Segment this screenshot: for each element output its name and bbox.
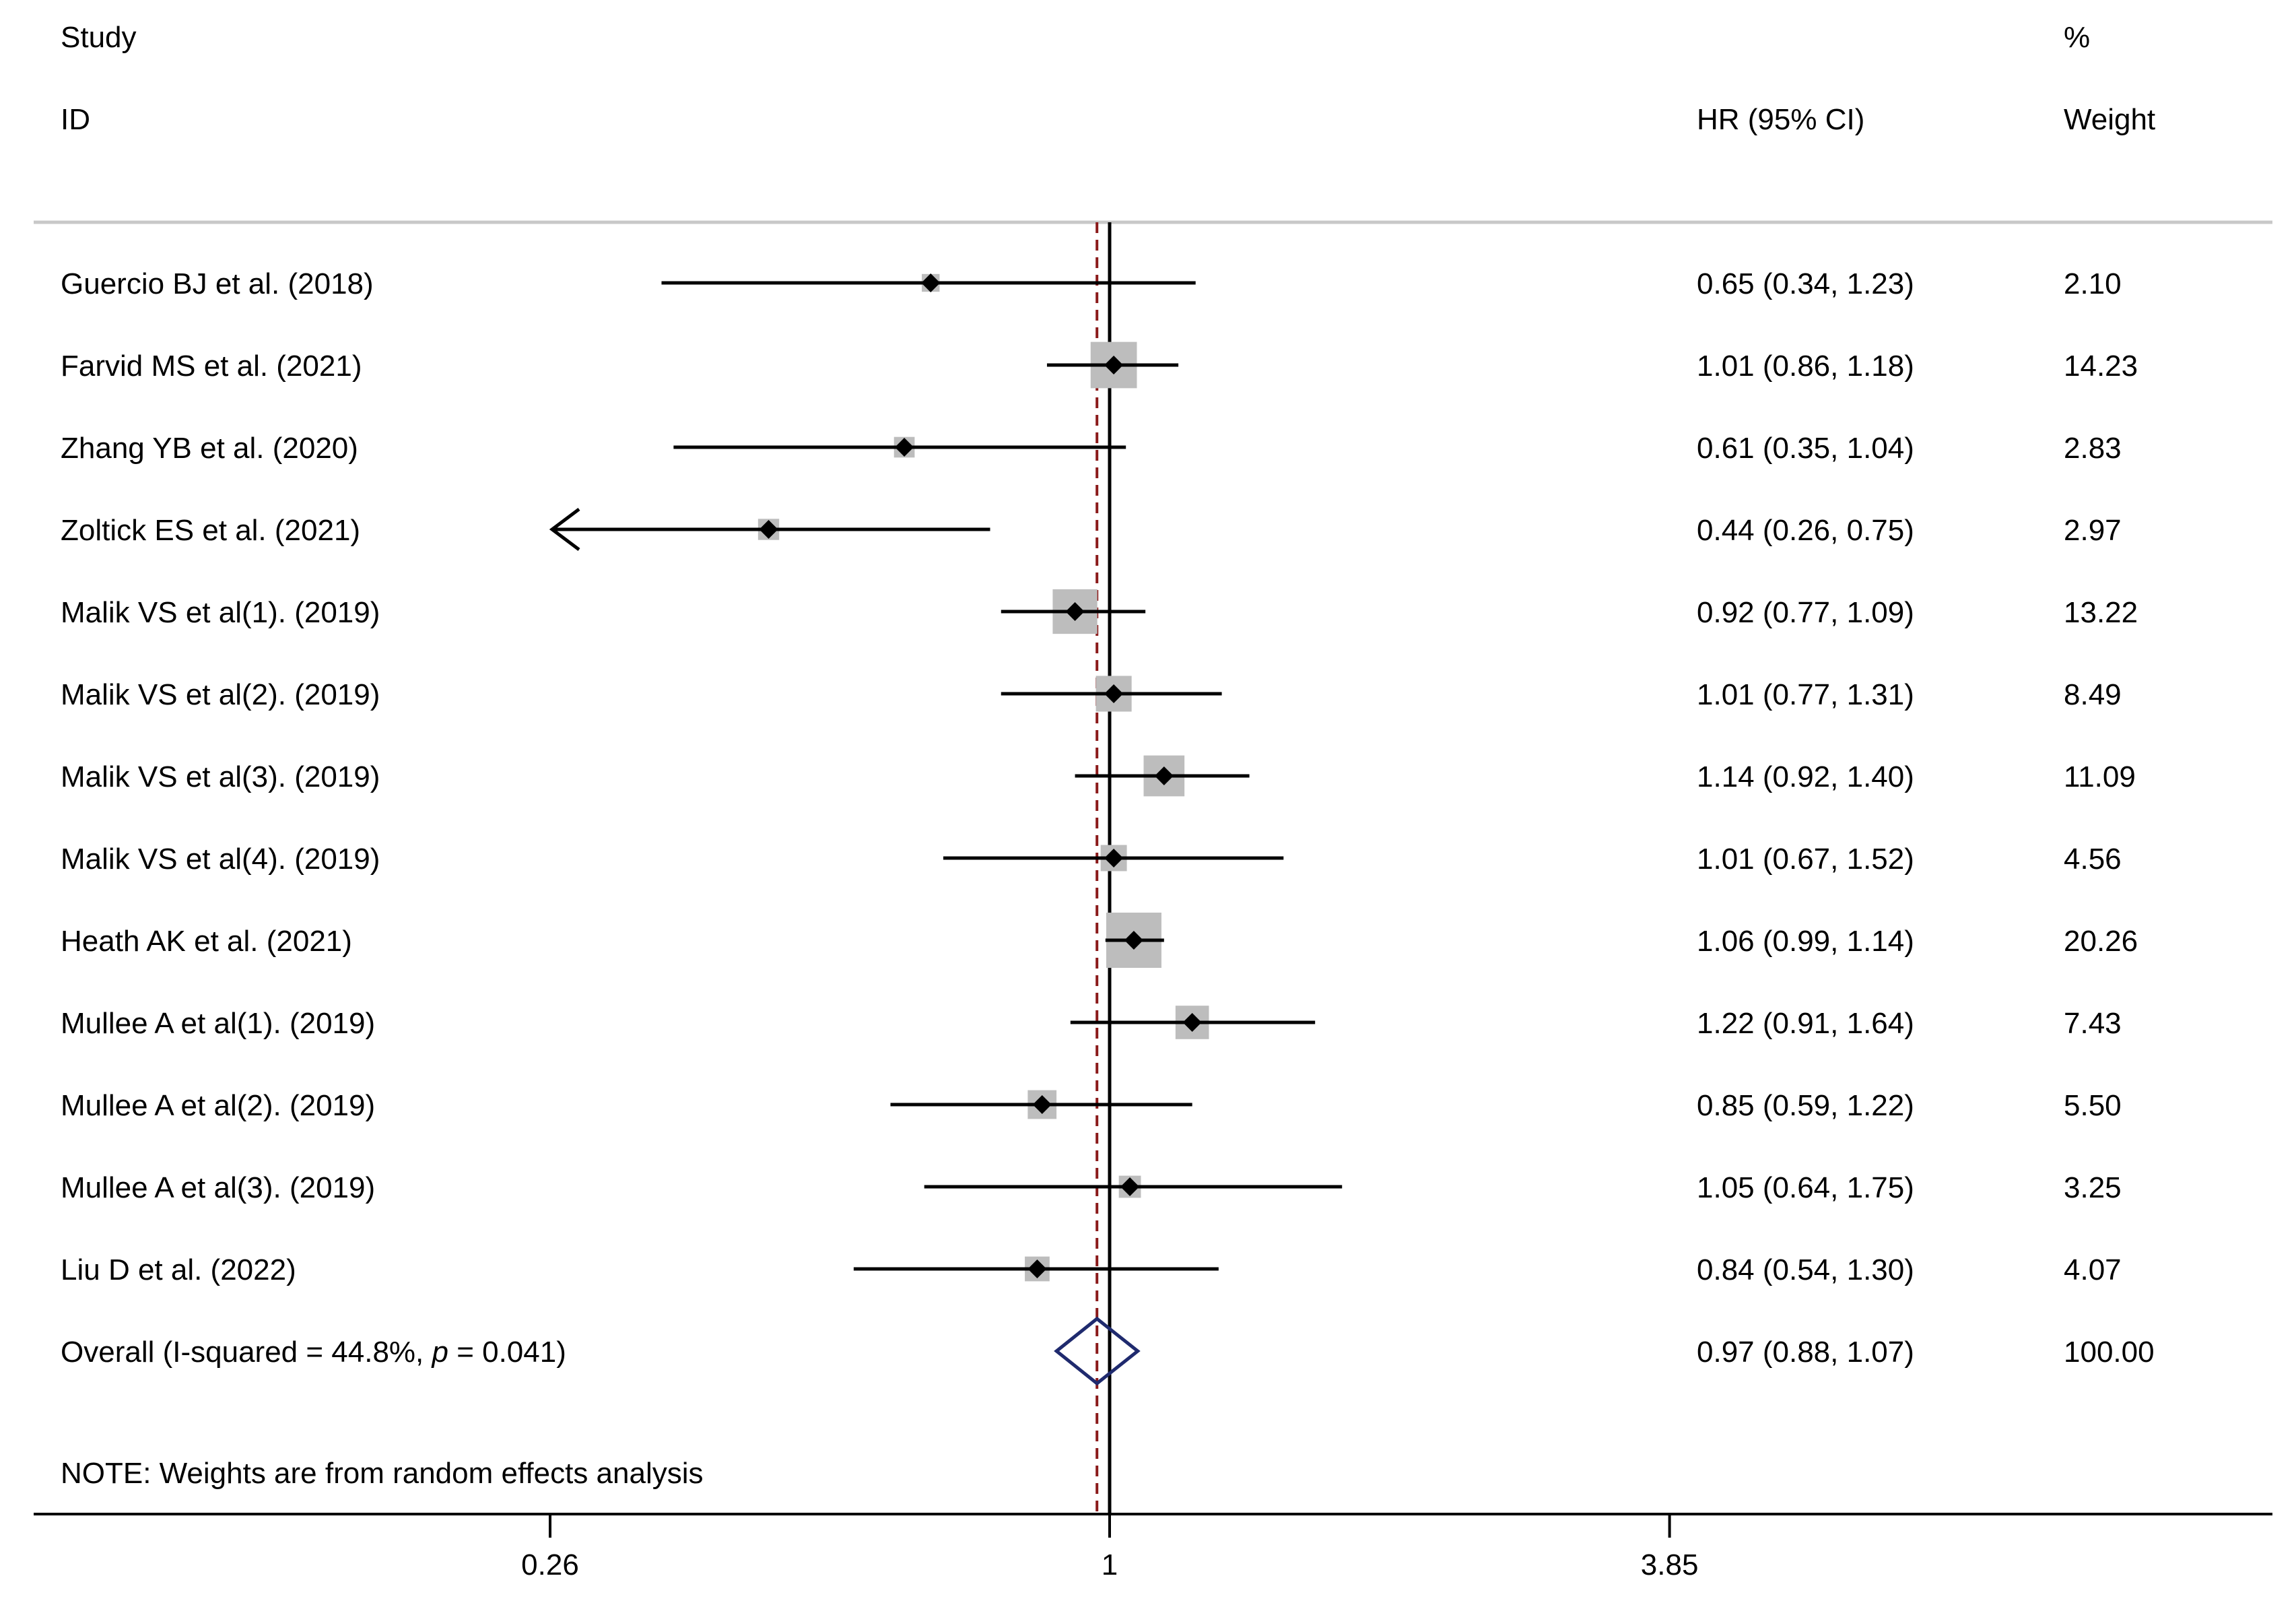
- overall-row: Overall (I-squared = 44.8%, p = 0.041) 0.…: [61, 1316, 2155, 1386]
- study-weight: 20.26: [2064, 925, 2138, 958]
- study-row: Malik VS et al(4). (2019) 1.01 (0.67, 1.5…: [61, 843, 2122, 876]
- point-estimate: [921, 273, 941, 292]
- study-weight: 4.56: [2064, 843, 2122, 876]
- x-tick-label: 1: [1102, 1548, 1118, 1581]
- study-row: Mullee A et al(3). (2019) 1.05 (0.64, 1.7…: [61, 1171, 2122, 1204]
- x-tick-label: 0.26: [521, 1548, 579, 1581]
- study-row: Liu D et al. (2022) 0.84 (0.54, 1.30) 4.07: [61, 1253, 2122, 1286]
- column-headers: Study ID HR (95% CI) % Weight: [61, 21, 2155, 136]
- study-effect: 1.05 (0.64, 1.75): [1697, 1171, 1914, 1204]
- percent-header: %: [2064, 21, 2090, 54]
- study-effect: 1.01 (0.67, 1.52): [1697, 843, 1914, 876]
- study-effect: 0.44 (0.26, 0.75): [1697, 514, 1914, 547]
- study-effect: 1.01 (0.86, 1.18): [1697, 350, 1914, 383]
- study-effect: 0.85 (0.59, 1.22): [1697, 1089, 1914, 1122]
- point-estimate: [1027, 1259, 1047, 1278]
- point-estimate: [759, 520, 778, 539]
- study-weight: 5.50: [2064, 1089, 2122, 1122]
- study-row: Malik VS et al(1). (2019) 0.92 (0.77, 1.0…: [61, 589, 2138, 634]
- study-row: Zoltick ES et al. (2021) 0.44 (0.26, 0.75…: [61, 508, 2122, 551]
- study-label: Guercio BJ et al. (2018): [61, 267, 374, 300]
- study-label: Heath AK et al. (2021): [61, 925, 352, 958]
- study-effect: 1.06 (0.99, 1.14): [1697, 925, 1914, 958]
- study-weight: 4.07: [2064, 1253, 2122, 1286]
- study-row: Mullee A et al(1). (2019) 1.22 (0.91, 1.6…: [61, 1006, 2122, 1040]
- study-label: Malik VS et al(1). (2019): [61, 596, 380, 629]
- study-weight: 8.49: [2064, 678, 2122, 711]
- study-label: Mullee A et al(3). (2019): [61, 1171, 375, 1204]
- point-estimate: [1104, 684, 1124, 703]
- id-header: ID: [61, 103, 90, 136]
- point-estimate: [1124, 931, 1143, 950]
- study-row: Heath AK et al. (2021) 1.06 (0.99, 1.14) 2…: [61, 913, 2138, 968]
- point-estimate: [1182, 1013, 1202, 1032]
- study-label: Farvid MS et al. (2021): [61, 350, 362, 383]
- study-label: Zhang YB et al. (2020): [61, 432, 358, 465]
- study-weight: 2.10: [2064, 267, 2122, 300]
- study-weight: 2.97: [2064, 514, 2122, 547]
- study-label: Zoltick ES et al. (2021): [61, 514, 360, 547]
- study-row: Malik VS et al(3). (2019) 1.14 (0.92, 1.4…: [61, 755, 2136, 797]
- point-estimate: [1154, 766, 1174, 785]
- overall-diamond: [1054, 1316, 1141, 1386]
- study-weight: 3.25: [2064, 1171, 2122, 1204]
- overall-label-text: Overall (I-squared = 44.8%,: [61, 1336, 432, 1369]
- study-header: Study: [61, 21, 137, 54]
- study-label: Liu D et al. (2022): [61, 1253, 296, 1286]
- x-tick-label: 3.85: [1641, 1548, 1699, 1581]
- study-row: Farvid MS et al. (2021) 1.01 (0.86, 1.18)…: [61, 341, 2138, 389]
- study-label: Malik VS et al(2). (2019): [61, 678, 380, 711]
- study-row: Guercio BJ et al. (2018) 0.65 (0.34, 1.23…: [61, 267, 2122, 300]
- ci-arrow: [549, 508, 580, 551]
- study-row: Zhang YB et al. (2020) 0.61 (0.35, 1.04) 2…: [61, 432, 2122, 465]
- point-estimate: [1104, 356, 1124, 374]
- weights-note: NOTE: Weights are from random effects an…: [61, 1457, 704, 1490]
- point-estimate: [1104, 849, 1124, 867]
- study-effect: 0.84 (0.54, 1.30): [1697, 1253, 1914, 1286]
- effect-header: HR (95% CI): [1697, 103, 1864, 136]
- study-effect: 1.01 (0.77, 1.31): [1697, 678, 1914, 711]
- x-axis-ticks: 0.26 1 3.85: [521, 1514, 1698, 1581]
- study-label: Malik VS et al(4). (2019): [61, 843, 380, 876]
- study-weight: 11.09: [2064, 760, 2136, 793]
- point-estimate: [1065, 602, 1085, 621]
- point-estimate: [1120, 1177, 1140, 1196]
- overall-weight: 100.00: [2064, 1336, 2155, 1369]
- point-estimate: [1032, 1095, 1052, 1114]
- study-effect: 1.14 (0.92, 1.40): [1697, 760, 1914, 793]
- overall-label: Overall (I-squared = 44.8%, p = 0.041): [61, 1336, 566, 1369]
- study-row: Mullee A et al(2). (2019) 0.85 (0.59, 1.2…: [61, 1089, 2122, 1122]
- overall-effect: 0.97 (0.88, 1.07): [1697, 1336, 1914, 1369]
- study-label: Mullee A et al(2). (2019): [61, 1089, 375, 1122]
- study-weight: 13.22: [2064, 596, 2138, 629]
- overall-p-value: = 0.041): [448, 1336, 566, 1369]
- study-effect: 0.92 (0.77, 1.09): [1697, 596, 1914, 629]
- study-weight: 7.43: [2064, 1007, 2122, 1040]
- study-effect: 0.65 (0.34, 1.23): [1697, 267, 1914, 300]
- study-effect: 1.22 (0.91, 1.64): [1697, 1007, 1914, 1040]
- weight-header: Weight: [2064, 103, 2155, 136]
- study-label: Mullee A et al(1). (2019): [61, 1007, 375, 1040]
- point-estimate: [895, 438, 914, 457]
- study-rows: Guercio BJ et al. (2018) 0.65 (0.34, 1.23…: [61, 267, 2138, 1286]
- study-row: Malik VS et al(2). (2019) 1.01 (0.77, 1.3…: [61, 676, 2122, 712]
- study-effect: 0.61 (0.35, 1.04): [1697, 432, 1914, 465]
- study-weight: 2.83: [2064, 432, 2122, 465]
- overall-p-symbol: p: [430, 1336, 448, 1369]
- study-weight: 14.23: [2064, 350, 2138, 383]
- study-label: Malik VS et al(3). (2019): [61, 760, 380, 793]
